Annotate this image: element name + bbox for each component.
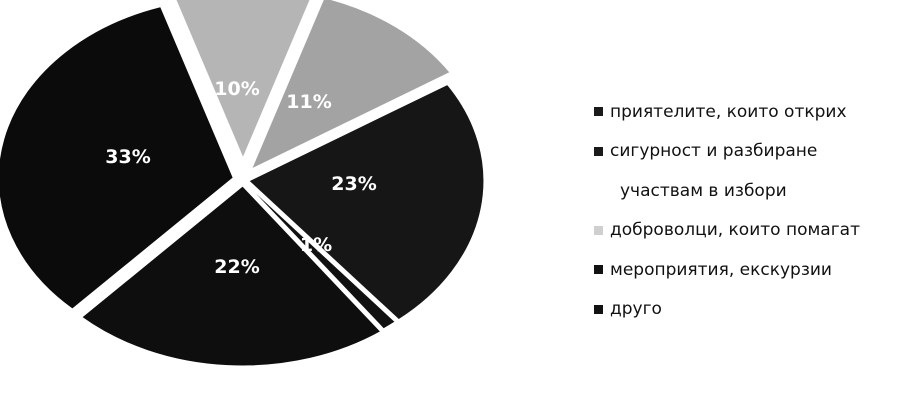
legend-label: мероприятия, екскурзии [610, 259, 832, 280]
legend-swatch [594, 225, 603, 235]
legend-swatch [604, 186, 613, 195]
slice-data-label: 11% [286, 91, 331, 113]
legend-label: сигурност и разбиране [610, 141, 818, 162]
slice-data-label: 10% [214, 78, 259, 100]
slice-data-label: 1% [300, 234, 332, 256]
pie-slice-11pct [250, 0, 451, 170]
legend-item: участвам в избори [594, 171, 904, 211]
pie-slice-33pct [0, 6, 234, 310]
slice-data-label: 22% [214, 256, 259, 278]
pie-slice-10pct [175, 0, 311, 160]
legend-label: доброволци, които помагат [610, 220, 860, 241]
legend-item: приятелите, които открих [594, 92, 904, 132]
pie-slice-1pct [245, 182, 397, 330]
legend-item: сигурност и разбиране [594, 132, 904, 172]
legend-item: друго [594, 290, 904, 330]
slice-data-label: 33% [105, 146, 150, 168]
pie-slice-22pct [80, 185, 382, 367]
legend-swatch [594, 146, 603, 156]
legend-item: доброволци, които помагат [594, 211, 904, 251]
pie-slice-23pct [248, 83, 485, 321]
slice-data-label: 23% [331, 173, 376, 195]
chart-legend: приятелите, които открих сигурност и разб… [594, 92, 904, 329]
legend-swatch [594, 107, 603, 117]
legend-label: участвам в избори [620, 180, 787, 201]
legend-item: мероприятия, екскурзии [594, 250, 904, 290]
legend-label: приятелите, които открих [610, 101, 847, 122]
pie-chart-svg: 10% 11% 23% 1% 22% 33% [0, 0, 485, 367]
legend-swatch [594, 265, 603, 275]
legend-label: друго [610, 299, 662, 320]
legend-swatch [594, 304, 603, 314]
